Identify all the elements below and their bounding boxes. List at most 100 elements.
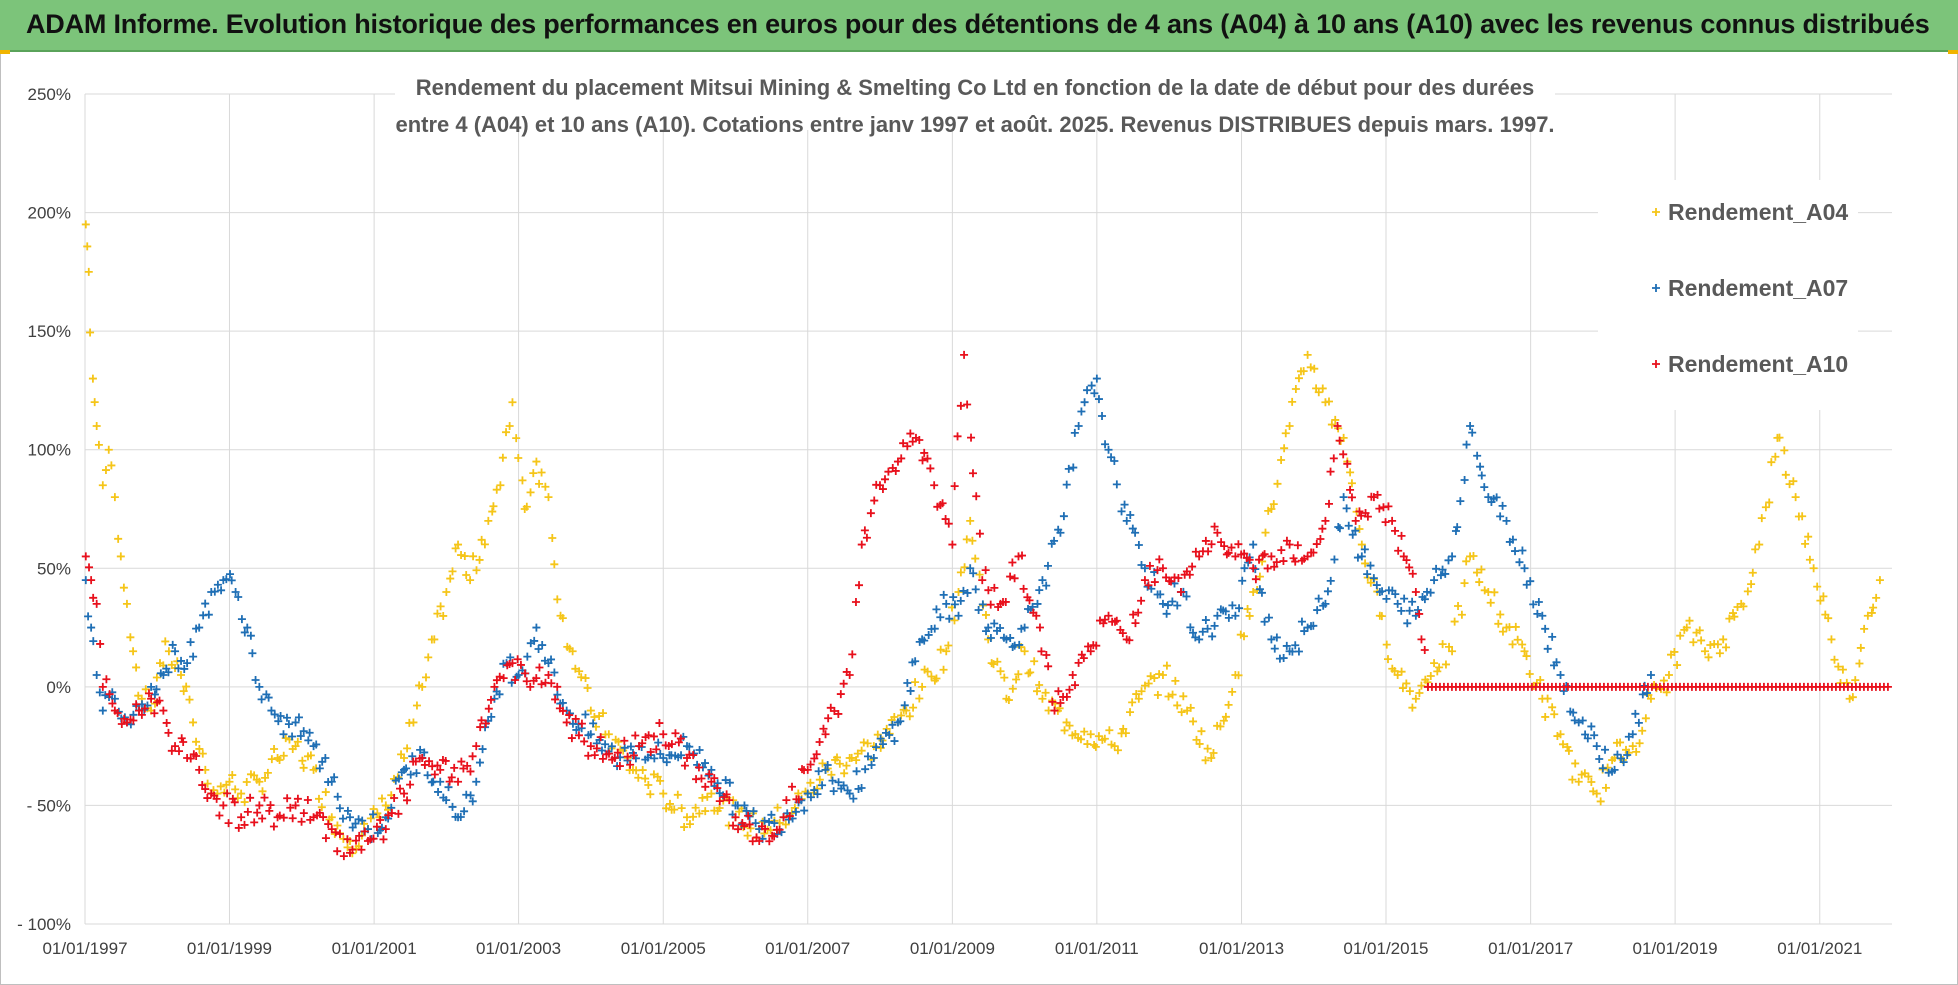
data-point xyxy=(1006,572,1015,581)
data-point xyxy=(1128,698,1137,707)
data-point xyxy=(406,780,415,789)
data-point xyxy=(1126,510,1135,519)
data-point xyxy=(1329,454,1338,463)
y-axis-labels: - 100% - 50% 0% 50% 100% 150% 200% 250% xyxy=(17,85,71,934)
data-point xyxy=(760,816,769,825)
data-point xyxy=(296,732,305,741)
data-point xyxy=(297,817,306,826)
data-point xyxy=(1032,611,1041,620)
data-point xyxy=(508,398,517,407)
data-point xyxy=(954,611,963,620)
data-point xyxy=(409,718,418,727)
data-point xyxy=(987,659,996,668)
data-point xyxy=(1000,673,1009,682)
data-point xyxy=(1472,568,1481,577)
data-point xyxy=(1210,621,1219,630)
y-tick-label: 150% xyxy=(28,322,71,341)
data-point xyxy=(86,328,95,337)
data-point xyxy=(522,677,531,686)
data-point xyxy=(1780,446,1789,455)
data-point xyxy=(1277,546,1286,555)
data-point xyxy=(1153,691,1162,700)
data-point xyxy=(147,694,156,703)
data-point xyxy=(1173,601,1182,610)
data-point xyxy=(673,790,682,799)
data-point xyxy=(1189,717,1198,726)
data-point xyxy=(1534,597,1543,606)
y-tick-label: - 50% xyxy=(27,796,71,815)
data-point xyxy=(1883,682,1892,691)
data-point xyxy=(835,759,844,768)
data-point xyxy=(1480,586,1489,595)
data-point xyxy=(902,706,911,715)
data-point xyxy=(1518,640,1527,649)
data-point xyxy=(177,656,186,665)
data-point xyxy=(1743,587,1752,596)
data-point xyxy=(950,600,959,609)
data-point xyxy=(242,778,251,787)
x-tick-label: 01/01/2015 xyxy=(1343,939,1428,958)
data-point xyxy=(1543,694,1552,703)
data-point xyxy=(620,736,629,745)
data-point xyxy=(477,535,486,544)
data-point xyxy=(589,719,598,728)
data-point xyxy=(369,810,378,819)
data-point xyxy=(862,533,871,542)
y-tick-label: 50% xyxy=(37,559,71,578)
data-point xyxy=(396,784,405,793)
data-point xyxy=(225,777,234,786)
data-point xyxy=(1819,592,1828,601)
data-point xyxy=(315,808,324,817)
data-point xyxy=(671,729,680,738)
data-point xyxy=(1438,565,1447,574)
data-point xyxy=(878,740,887,749)
data-point xyxy=(164,668,173,677)
data-point xyxy=(1325,397,1333,406)
data-point xyxy=(744,811,753,820)
data-point xyxy=(1536,676,1545,685)
data-point xyxy=(884,467,893,476)
data-point xyxy=(420,760,429,769)
data-point xyxy=(81,552,90,561)
data-point xyxy=(1033,687,1042,696)
data-point xyxy=(1294,374,1303,383)
data-point xyxy=(859,738,868,747)
data-point xyxy=(253,808,262,817)
data-point xyxy=(1245,611,1254,620)
data-point xyxy=(1273,479,1282,488)
data-point xyxy=(812,750,821,759)
data-point xyxy=(963,588,972,597)
data-point xyxy=(1092,374,1101,383)
data-point xyxy=(454,777,463,786)
data-point xyxy=(1417,681,1426,690)
data-point xyxy=(986,600,995,609)
data-point xyxy=(369,834,378,843)
data-point xyxy=(779,813,788,822)
data-point xyxy=(1375,504,1384,513)
data-point xyxy=(1270,644,1279,653)
data-point xyxy=(327,825,336,834)
data-point xyxy=(1255,572,1264,581)
legend-label: Rendement_A04 xyxy=(1668,199,1848,225)
data-point xyxy=(1333,422,1342,430)
data-point xyxy=(697,774,706,783)
data-point xyxy=(923,667,932,676)
data-point xyxy=(990,619,999,628)
data-point xyxy=(231,785,240,794)
data-point xyxy=(1851,676,1860,685)
data-point xyxy=(715,804,724,813)
data-point xyxy=(614,737,623,746)
data-point xyxy=(1288,397,1297,406)
data-point xyxy=(641,774,650,783)
data-point xyxy=(305,728,314,737)
data-point xyxy=(1578,716,1587,725)
data-point xyxy=(468,797,477,806)
data-point xyxy=(95,688,104,697)
data-point xyxy=(1634,718,1643,727)
data-point xyxy=(339,852,348,861)
data-point xyxy=(1260,617,1269,626)
data-point xyxy=(1019,584,1028,593)
data-point xyxy=(770,832,779,841)
data-point xyxy=(1048,697,1057,706)
data-point xyxy=(1117,507,1126,516)
